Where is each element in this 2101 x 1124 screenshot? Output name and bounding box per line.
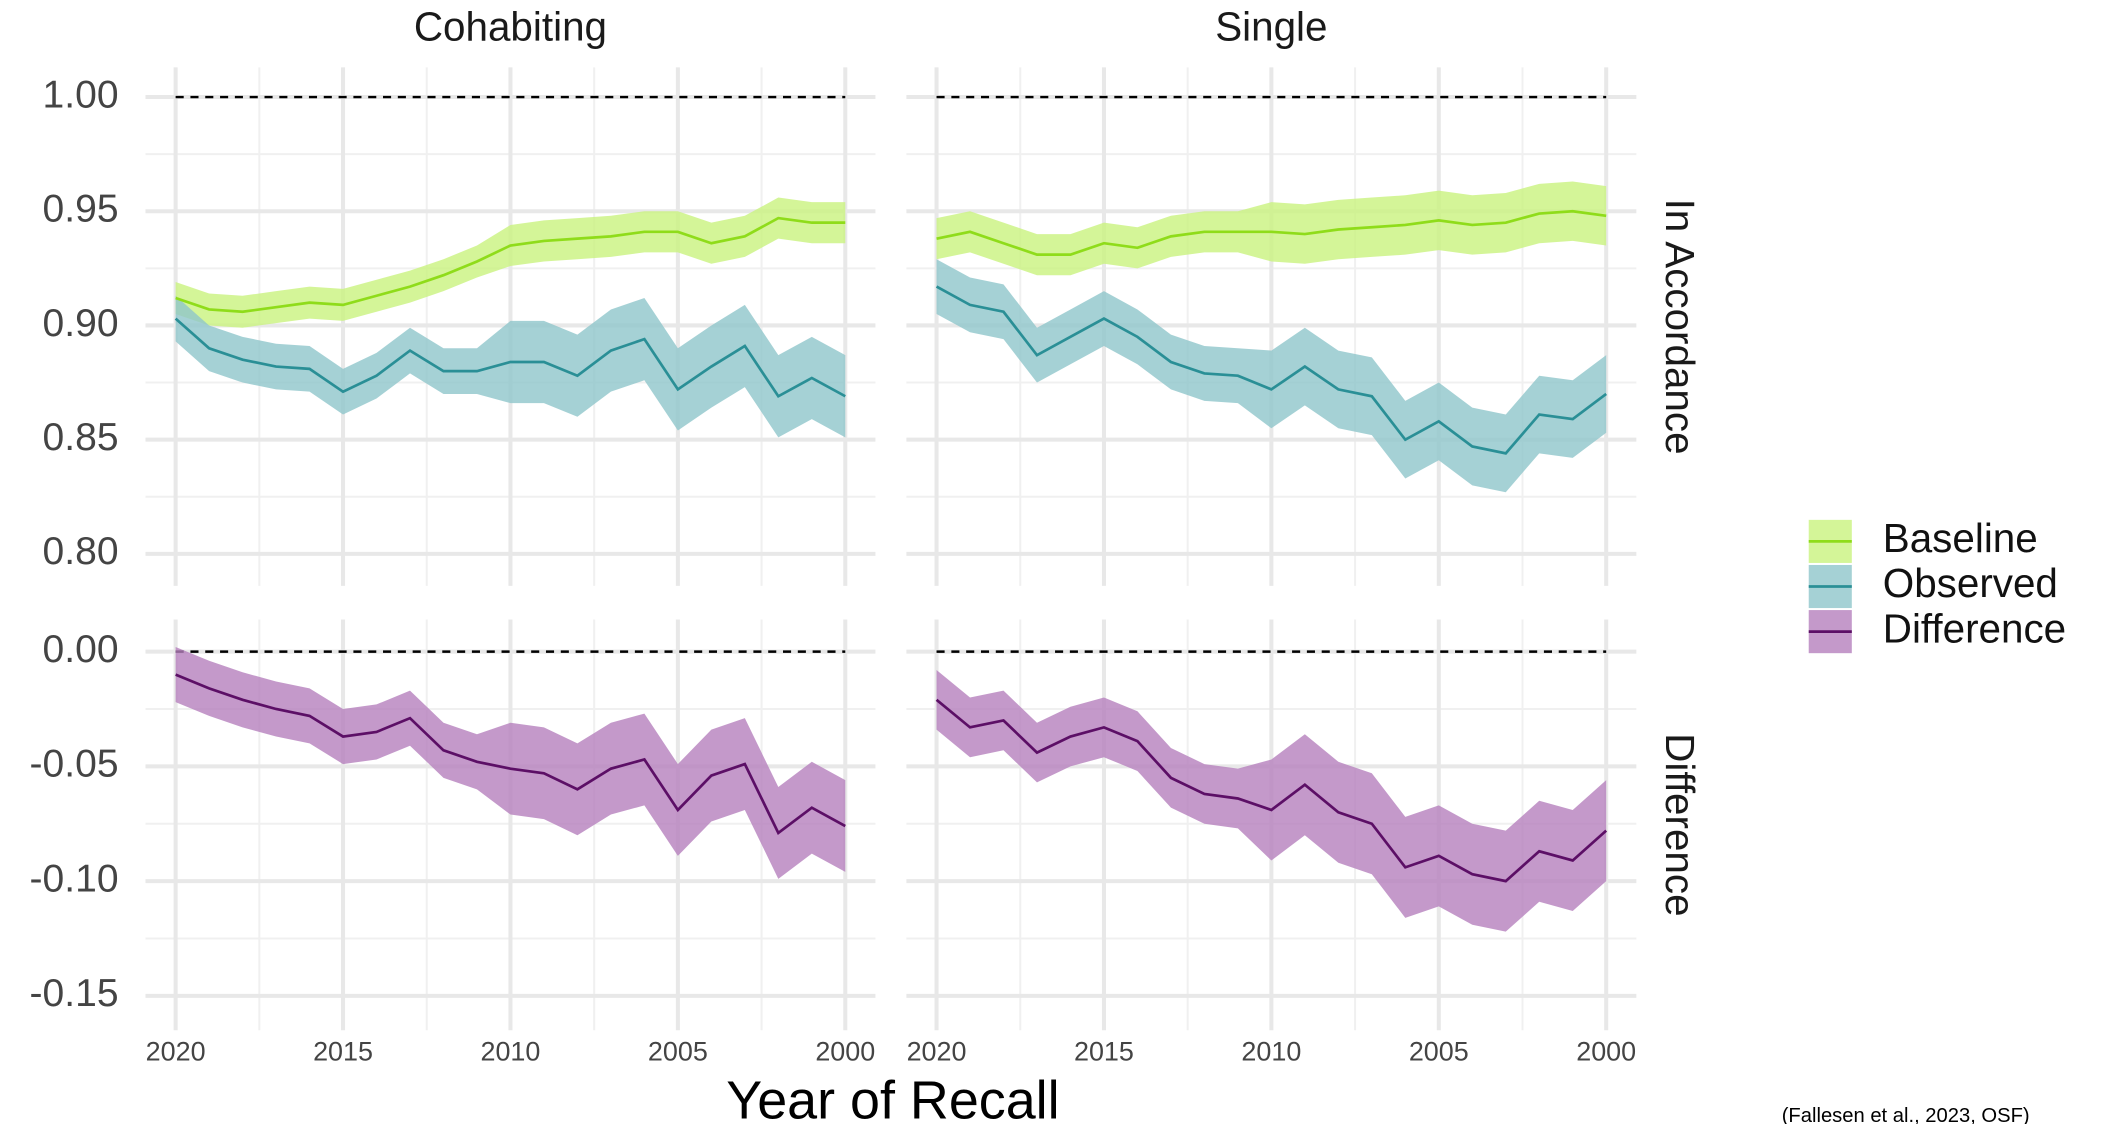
y-tick-label: 0.00 (43, 628, 119, 671)
x-tick-label: 2015 (1074, 1036, 1134, 1066)
y-tick-label: 0.80 (43, 530, 119, 573)
legend-label: Observed (1883, 560, 2058, 606)
x-tick-label: 2000 (1576, 1036, 1636, 1066)
confidence-band (175, 647, 846, 879)
facet-row-label: Difference (1657, 733, 1703, 916)
facet-row-label: In Accordance (1657, 199, 1703, 455)
series-line (935, 698, 1608, 883)
series-line (936, 209, 1607, 256)
confidence-band (175, 295, 846, 438)
x-tick-label: 2020 (146, 1036, 206, 1066)
caption: (Fallesen et al., 2023, OSF) (1782, 1105, 2030, 1124)
confidence-band (175, 197, 846, 328)
series-line (175, 673, 846, 835)
y-tick-label: 0.85 (43, 416, 119, 459)
legend-label: Difference (1883, 605, 2066, 651)
facet-column-label: Single (1215, 3, 1327, 49)
facet-column-label: Cohabiting (414, 3, 607, 49)
y-tick-label: -0.15 (30, 972, 119, 1015)
y-tick-label: 0.90 (43, 302, 119, 345)
confidence-band (936, 181, 1607, 276)
x-tick-label: 2010 (480, 1036, 540, 1066)
y-tick-label: 0.95 (43, 188, 119, 231)
y-tick-label: 1.00 (43, 73, 119, 116)
x-tick-label: 2010 (1241, 1036, 1301, 1066)
x-tick-label: 2020 (907, 1036, 967, 1066)
x-tick-label: 2015 (313, 1036, 373, 1066)
confidence-band (936, 669, 1607, 932)
series-line (935, 285, 1608, 455)
y-tick-label: -0.05 (30, 743, 119, 786)
x-tick-label: 2005 (648, 1036, 708, 1066)
x-tick-label: 2000 (815, 1036, 875, 1066)
x-axis-label: Year of Recall (726, 1071, 1059, 1124)
series-line (175, 216, 846, 314)
series-line (174, 317, 846, 399)
legend-label: Baseline (1883, 515, 2038, 561)
y-tick-label: -0.10 (30, 857, 119, 900)
x-tick-label: 2005 (1409, 1036, 1469, 1066)
